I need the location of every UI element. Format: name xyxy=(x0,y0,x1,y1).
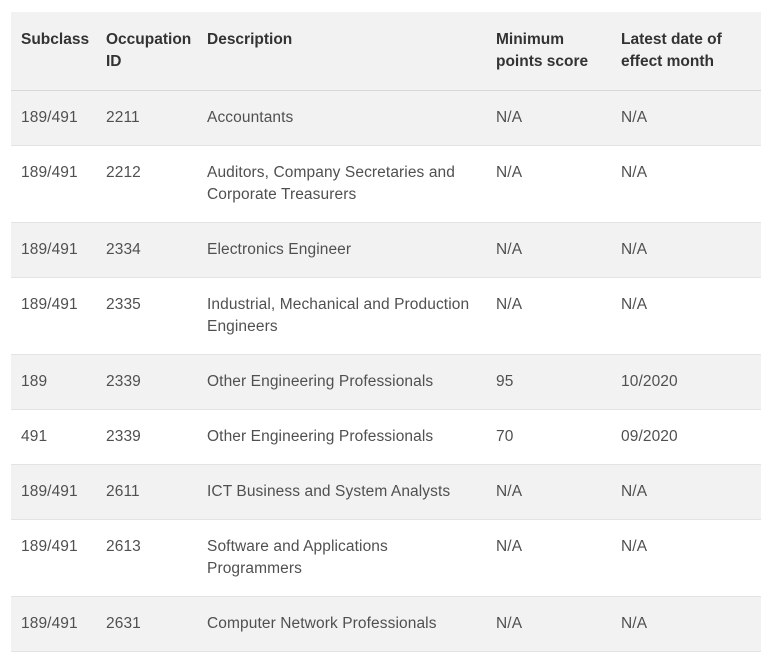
cell-subclass: 189 xyxy=(11,354,96,410)
table-header: Subclass Occupation ID Description Minim… xyxy=(11,12,761,91)
table-row: 189/491 2211 Accountants N/A N/A xyxy=(11,90,761,146)
header-latest-date: Latest date of effect month xyxy=(611,12,761,91)
cell-description: ICT Business and System Analysts xyxy=(197,464,486,520)
cell-latest-date: N/A xyxy=(611,464,761,520)
header-row: Subclass Occupation ID Description Minim… xyxy=(11,12,761,91)
cell-subclass: 189/491 xyxy=(11,277,96,355)
cell-occupation-id: 2613 xyxy=(96,519,197,597)
occupation-table: Subclass Occupation ID Description Minim… xyxy=(11,12,761,652)
cell-occupation-id: 2334 xyxy=(96,222,197,278)
cell-minimum-points: N/A xyxy=(486,277,611,355)
cell-occupation-id: 2335 xyxy=(96,277,197,355)
cell-description: Computer Network Professionals xyxy=(197,596,486,652)
cell-minimum-points: N/A xyxy=(486,145,611,223)
cell-description: Industrial, Mechanical and Production En… xyxy=(197,277,486,355)
cell-latest-date: N/A xyxy=(611,222,761,278)
cell-subclass: 189/491 xyxy=(11,464,96,520)
cell-minimum-points: N/A xyxy=(486,90,611,146)
cell-description: Electronics Engineer xyxy=(197,222,486,278)
cell-latest-date: N/A xyxy=(611,277,761,355)
header-subclass: Subclass xyxy=(11,12,96,91)
cell-latest-date: 09/2020 xyxy=(611,409,761,465)
table-row: 189 2339 Other Engineering Professionals… xyxy=(11,354,761,410)
cell-occupation-id: 2212 xyxy=(96,145,197,223)
cell-minimum-points: N/A xyxy=(486,222,611,278)
table-row: 189/491 2631 Computer Network Profession… xyxy=(11,596,761,652)
header-occupation-id: Occupation ID xyxy=(96,12,197,91)
cell-minimum-points: 95 xyxy=(486,354,611,410)
cell-occupation-id: 2339 xyxy=(96,409,197,465)
cell-subclass: 189/491 xyxy=(11,596,96,652)
cell-occupation-id: 2611 xyxy=(96,464,197,520)
table-row: 189/491 2334 Electronics Engineer N/A N/… xyxy=(11,222,761,278)
table-body: 189/491 2211 Accountants N/A N/A 189/491… xyxy=(11,90,761,652)
cell-subclass: 491 xyxy=(11,409,96,465)
table-row: 189/491 2335 Industrial, Mechanical and … xyxy=(11,277,761,355)
header-description: Description xyxy=(197,12,486,91)
cell-minimum-points: N/A xyxy=(486,596,611,652)
table-row: 491 2339 Other Engineering Professionals… xyxy=(11,409,761,465)
cell-minimum-points: 70 xyxy=(486,409,611,465)
cell-latest-date: N/A xyxy=(611,90,761,146)
cell-latest-date: N/A xyxy=(611,145,761,223)
table-row: 189/491 2212 Auditors, Company Secretari… xyxy=(11,145,761,223)
cell-latest-date: N/A xyxy=(611,596,761,652)
cell-subclass: 189/491 xyxy=(11,145,96,223)
table-row: 189/491 2611 ICT Business and System Ana… xyxy=(11,464,761,520)
cell-description: Other Engineering Professionals xyxy=(197,409,486,465)
table-row: 189/491 2613 Software and Applications P… xyxy=(11,519,761,597)
cell-description: Software and Applications Programmers xyxy=(197,519,486,597)
cell-latest-date: 10/2020 xyxy=(611,354,761,410)
cell-minimum-points: N/A xyxy=(486,464,611,520)
cell-occupation-id: 2631 xyxy=(96,596,197,652)
cell-description: Other Engineering Professionals xyxy=(197,354,486,410)
cell-subclass: 189/491 xyxy=(11,90,96,146)
cell-minimum-points: N/A xyxy=(486,519,611,597)
cell-subclass: 189/491 xyxy=(11,222,96,278)
occupation-table-container: Subclass Occupation ID Description Minim… xyxy=(11,12,761,652)
cell-occupation-id: 2339 xyxy=(96,354,197,410)
cell-occupation-id: 2211 xyxy=(96,90,197,146)
cell-latest-date: N/A xyxy=(611,519,761,597)
cell-subclass: 189/491 xyxy=(11,519,96,597)
header-minimum-points: Minimum points score xyxy=(486,12,611,91)
cell-description: Accountants xyxy=(197,90,486,146)
cell-description: Auditors, Company Secretaries and Corpor… xyxy=(197,145,486,223)
